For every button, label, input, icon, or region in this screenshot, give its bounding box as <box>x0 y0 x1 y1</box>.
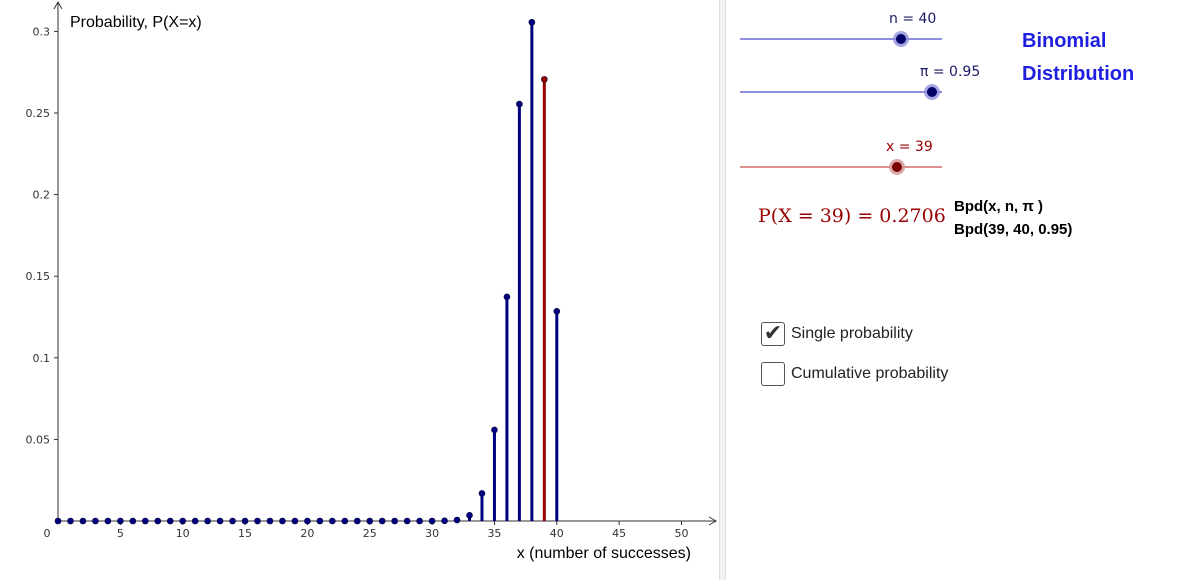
stem-point <box>503 293 511 301</box>
stems <box>54 18 561 525</box>
y-tick-label: 0.1 <box>33 352 51 365</box>
x-slider-label: x = 39 <box>886 139 933 155</box>
stem-point <box>254 517 261 525</box>
stem-point <box>266 517 274 525</box>
x-tick-label: 10 <box>176 527 190 540</box>
probability-formula: P(X = 39) = 0.2706 <box>758 205 946 227</box>
stem-point <box>191 517 199 525</box>
title-line-1: Binomial <box>1022 30 1107 52</box>
x-slider-handle[interactable] <box>892 162 902 172</box>
checkmark-icon: ✔ <box>763 321 783 346</box>
y-tick-label: 0.05 <box>26 433 51 446</box>
panel-divider[interactable] <box>719 0 726 580</box>
stem-point <box>304 517 311 525</box>
stem-point <box>179 517 186 525</box>
x-tick-label: 50 <box>675 527 689 540</box>
stem-point <box>403 517 411 525</box>
stem-point <box>204 517 211 525</box>
stem-point <box>553 307 561 315</box>
stem-point <box>378 517 386 525</box>
x-axis-arrow <box>708 516 718 526</box>
x-tick-label: 30 <box>425 527 439 540</box>
single-probability-box[interactable]: ✔ <box>761 322 785 346</box>
stem-point <box>279 517 286 525</box>
stem-point <box>166 517 174 525</box>
stem-point <box>329 517 336 525</box>
stem-point <box>478 490 486 497</box>
stem-point <box>391 517 398 525</box>
n-slider-handle[interactable] <box>896 34 906 44</box>
pi-slider-label: π = 0.95 <box>920 64 981 80</box>
stem-point <box>516 100 523 108</box>
n-slider-label: n = 40 <box>889 11 937 27</box>
stem-point <box>141 517 149 525</box>
stem-point <box>216 517 224 525</box>
stem-point <box>291 517 299 525</box>
cumulative-probability-checkbox[interactable]: Cumulative probability <box>761 362 948 386</box>
stem-point <box>67 517 74 525</box>
cumulative-probability-box[interactable] <box>761 362 785 386</box>
stem-point <box>229 517 236 525</box>
stem-point <box>104 517 112 525</box>
y-tick-label: 0.2 <box>33 189 51 202</box>
x-tick-label: 0 <box>44 527 51 540</box>
y-axis-label: Probability, P(X=x) <box>70 14 202 31</box>
x-tick-label: 25 <box>363 527 377 540</box>
stem-point <box>528 18 536 26</box>
stem-point <box>154 517 162 525</box>
y-tick-label: 0.15 <box>26 270 51 283</box>
stem-point <box>79 517 87 525</box>
stem-point <box>491 426 498 434</box>
stem-point <box>341 517 349 525</box>
bpd-generic: Bpd(x, n, π ) <box>954 198 1043 215</box>
bpd-specific: Bpd(39, 40, 0.95) <box>954 221 1073 238</box>
axes: 0 5 10 15 20 25 30 35 40 45 50 0.05 0.1 0.15 0.2 0.25 0.… <box>26 0 718 540</box>
graph-canvas: 0 5 10 15 20 25 30 35 40 45 50 0.05 0.1 0.15 0.2 0.25 0.… <box>26 0 718 562</box>
sliders <box>740 31 942 175</box>
cumulative-probability-label: Cumulative probability <box>791 365 949 382</box>
stem-point <box>353 517 361 525</box>
y-axis-arrow <box>53 0 63 10</box>
title-line-2: Distribution <box>1022 63 1135 85</box>
stem-point <box>466 511 473 519</box>
x-tick-label: 45 <box>612 527 626 540</box>
stem-point <box>416 517 423 525</box>
stem-point <box>428 517 436 525</box>
stem-point <box>541 76 548 83</box>
single-probability-checkbox[interactable]: ✔ Single probability <box>761 322 913 346</box>
stem-point <box>117 517 124 525</box>
x-axis-label: x (number of successes) <box>517 545 691 562</box>
y-tick-label: 0.3 <box>33 25 51 38</box>
y-tick-label: 0.25 <box>26 107 51 120</box>
pi-slider-handle[interactable] <box>927 87 937 97</box>
stem-point <box>54 517 62 525</box>
stem-point <box>441 517 448 525</box>
x-tick-label: 40 <box>550 527 564 540</box>
single-probability-label: Single probability <box>791 325 913 342</box>
x-tick-label: 20 <box>300 527 314 540</box>
stem-point <box>316 517 324 525</box>
stem-point <box>366 517 374 525</box>
x-tick-label: 5 <box>117 527 124 540</box>
stem-point <box>453 516 461 524</box>
x-tick-label: 15 <box>238 527 252 540</box>
x-tick-label: 35 <box>487 527 501 540</box>
stem-point <box>241 517 249 525</box>
stem-point <box>92 517 99 525</box>
stem-point <box>129 517 137 525</box>
